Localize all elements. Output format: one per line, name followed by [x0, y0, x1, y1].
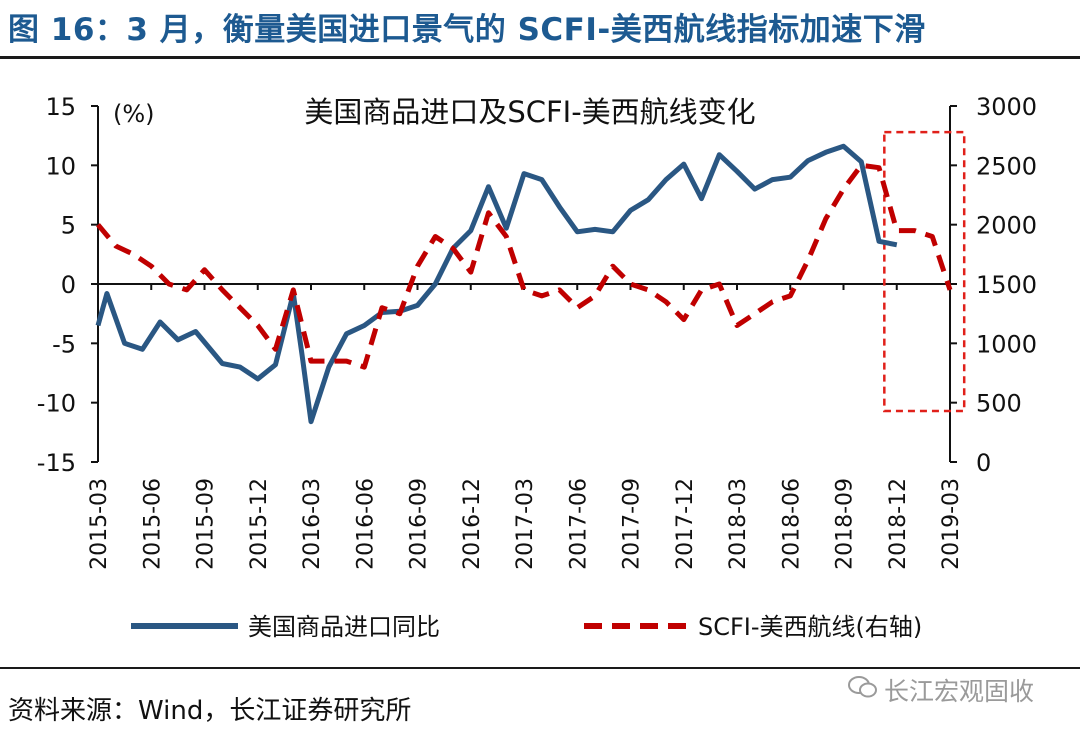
y-tick-label-right: 1000	[976, 330, 1037, 358]
x-tick-label: 2017-09	[620, 478, 645, 570]
y-tick-label-left: 5	[61, 212, 76, 240]
legend-label-imports: 美国商品进口同比	[248, 613, 440, 641]
series-lines	[95, 143, 953, 425]
legend-label-scfi: SCFI-美西航线(右轴)	[698, 613, 922, 641]
x-tick-label: 2018-06	[779, 478, 804, 570]
x-tick-label: 2017-03	[513, 478, 538, 570]
x-tick-label: 2018-09	[833, 478, 858, 570]
bottom-rule	[0, 667, 1080, 669]
chart-title: 美国商品进口及SCFI-美西航线变化	[304, 95, 755, 129]
x-tick-label: 2015-09	[194, 478, 219, 570]
x-tick-label: 2016-12	[460, 478, 485, 570]
y-tick-label-right: 2000	[976, 212, 1037, 240]
x-tick-label: 2016-06	[353, 478, 378, 570]
y-tick-label-left: 15	[45, 93, 76, 121]
watermark: 长江宏观固收	[848, 672, 1034, 708]
y-tick-label-right: 1500	[976, 271, 1037, 299]
y-tick-label-right: 3000	[976, 93, 1037, 121]
figure-title: 图 16：3 月，衡量美国进口景气的 SCFI-美西航线指标加速下滑	[8, 12, 926, 48]
x-tick-label: 2015-03	[87, 478, 112, 570]
top-rule	[0, 56, 1080, 59]
source-note: 资料来源：Wind，长江证券研究所	[8, 696, 412, 726]
series-line-imports	[95, 143, 898, 425]
x-tick-label: 2017-06	[566, 478, 591, 570]
series-line-scfi	[96, 162, 953, 370]
legend: 美国商品进口同比 SCFI-美西航线(右轴)	[131, 613, 922, 641]
y-tick-label-left: -15	[37, 449, 76, 477]
highlight-box	[883, 130, 966, 413]
y-tick-label-right: 2500	[976, 152, 1037, 180]
y-tick-label-left: -5	[52, 330, 76, 358]
x-tick-label: 2015-06	[140, 478, 165, 570]
axes: 15 10 5 0 -5 -10 -15 3000 2500 2000 1500 1000 500 0 20…	[37, 93, 1037, 570]
watermark-text: 长江宏观固收	[884, 677, 1035, 706]
y-axis-left-label: (%)	[113, 100, 155, 128]
chart: 美国商品进口及SCFI-美西航线变化 (%) 15 10 5 0 -5 -10 -15 300…	[37, 93, 1037, 641]
x-tick-label: 2018-03	[726, 478, 751, 570]
y-tick-label-left: 0	[61, 271, 76, 299]
x-tick-label: 2019-03	[939, 478, 964, 570]
x-tick-label: 2015-12	[247, 478, 272, 570]
x-tick-label: 2018-12	[886, 478, 911, 570]
x-tick-label: 2017-12	[673, 478, 698, 570]
y-tick-label-left: 10	[45, 152, 76, 180]
wechat-icon	[848, 675, 878, 705]
x-tick-label: 2016-03	[300, 478, 325, 570]
y-tick-label-left: -10	[37, 390, 76, 418]
highlight-rect	[883, 130, 966, 413]
y-tick-label-right: 0	[976, 449, 991, 477]
y-tick-label-right: 500	[976, 390, 1022, 418]
x-tick-label: 2016-09	[407, 478, 432, 570]
